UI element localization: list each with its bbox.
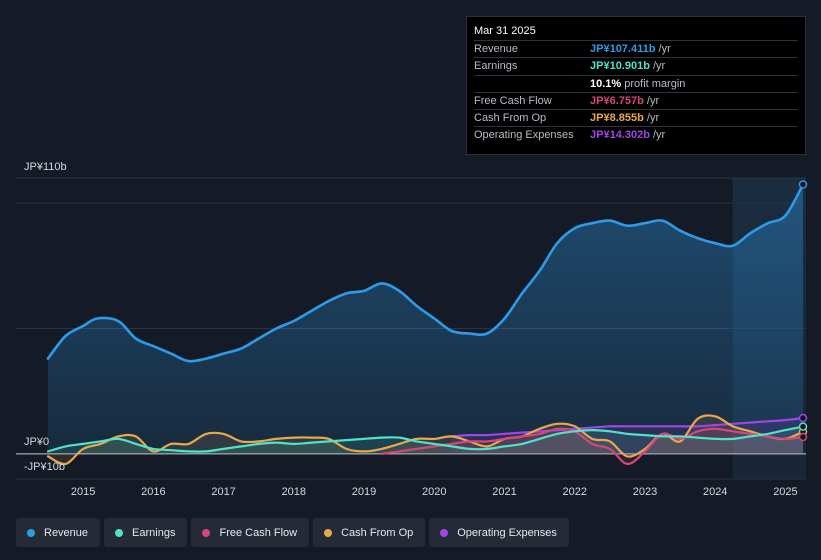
x-axis-tick-label: 2022 (563, 486, 587, 498)
tooltip-value: JP¥14.302b (590, 129, 650, 142)
tooltip-row-operating-expenses: Operating Expenses JP¥14.302b /yr (474, 127, 798, 144)
tooltip-label: Cash From Op (474, 112, 547, 125)
opex-line (450, 416, 805, 438)
legend: Revenue Earnings Free Cash Flow Cash Fro… (16, 518, 569, 547)
tooltip-unit: /yr (643, 94, 660, 107)
tooltip-row-free-cash-flow: Free Cash Flow JP¥6.757b /yr (474, 93, 798, 111)
x-axis-tick-label: 2019 (352, 486, 376, 498)
tooltip-value: JP¥10.901b (590, 60, 650, 73)
x-axis-tick-label: 2025 (773, 486, 797, 498)
legend-item-operating-expenses[interactable]: Operating Expenses (429, 518, 569, 547)
tooltip-label: Earnings (474, 60, 518, 73)
earnings-line (46, 425, 805, 453)
revenue-endpoint-marker (798, 180, 808, 189)
tooltip-unit: /yr (649, 60, 666, 73)
tooltip-label (474, 76, 590, 92)
tooltip-unit: profit margin (621, 77, 686, 90)
legend-dot-icon (115, 528, 124, 537)
cfo-line (46, 414, 805, 466)
revenue-line (46, 183, 805, 363)
legend-dot-icon (202, 528, 211, 537)
legend-label: Free Cash Flow (219, 526, 298, 539)
tooltip-row-revenue: Revenue JP¥107.411b /yr (474, 41, 798, 59)
tooltip-unit: /yr (643, 112, 660, 125)
legend-item-earnings[interactable]: Earnings (104, 518, 188, 547)
tooltip-value: JP¥8.855b (590, 112, 644, 125)
x-axis-tick-label: 2021 (492, 486, 516, 498)
legend-label: Earnings (132, 526, 176, 539)
tooltip-unit: /yr (649, 129, 666, 142)
tooltip-label: Operating Expenses (474, 129, 574, 142)
tooltip-value: JP¥6.757b (590, 94, 644, 107)
tooltip-row-profit-margin: 10.1% profit margin (474, 76, 798, 93)
tooltip-value: 10.1% (590, 77, 622, 90)
fcf-endpoint-marker (798, 432, 808, 442)
fcf-line (380, 427, 805, 465)
x-axis-tick-label: 2020 (422, 486, 446, 498)
earnings-endpoint-marker (798, 422, 808, 431)
legend-item-free-cash-flow[interactable]: Free Cash Flow (191, 518, 310, 547)
tooltip-row-cash-from-op: Cash From Op JP¥8.855b /yr (474, 110, 798, 128)
x-axis-tick-label: 2017 (211, 486, 235, 498)
x-axis-tick-label: 2023 (633, 486, 657, 498)
tooltip-label: Free Cash Flow (474, 94, 552, 107)
tooltip-row-earnings: Earnings JP¥10.901b /yr (474, 58, 798, 76)
opex-endpoint-marker (798, 413, 808, 423)
y-axis-label: JP¥0 (24, 436, 49, 448)
opex-area (451, 418, 803, 454)
tooltip-panel: Mar 31 2025 Revenue JP¥107.411b /yr Earn… (466, 16, 806, 155)
legend-dot-icon (440, 528, 449, 537)
x-axis-tick-label: 2016 (141, 486, 165, 498)
legend-dot-icon (324, 528, 333, 537)
tooltip-date: Mar 31 2025 (474, 23, 798, 41)
legend-item-revenue[interactable]: Revenue (16, 518, 101, 547)
y-axis-label: JP¥110b (24, 161, 67, 173)
revenue-area (48, 184, 803, 454)
x-axis-tick-label: 2018 (282, 486, 306, 498)
tooltip-label: Revenue (474, 43, 519, 55)
legend-dot-icon (27, 528, 35, 537)
tooltip-value: JP¥107.411b (590, 43, 656, 55)
x-axis-tick-label: 2024 (703, 486, 727, 498)
legend-item-cash-from-op[interactable]: Cash From Op (313, 518, 426, 547)
legend-label: Operating Expenses (457, 526, 557, 539)
tooltip-unit: /yr (655, 43, 671, 55)
x-axis-tick-label: 2015 (71, 486, 95, 498)
y-axis-label: -JP¥10b (24, 461, 65, 473)
legend-label: Revenue (44, 526, 89, 539)
legend-label: Cash From Op (341, 526, 414, 539)
